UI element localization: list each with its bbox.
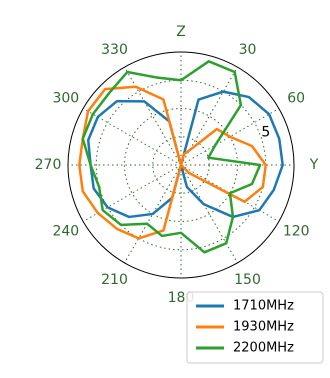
- angle-tick-label: 210: [101, 272, 128, 288]
- angle-tick-label: Z: [176, 24, 186, 40]
- series-line-2200mhz: [81, 60, 262, 254]
- legend-label: 1930MHz: [233, 320, 294, 335]
- legend-label: 1710MHz: [233, 299, 294, 314]
- series-line-1930mhz: [78, 85, 267, 240]
- angle-tick-label: 330: [101, 42, 128, 58]
- radial-grid-circle: [124, 108, 238, 222]
- polar-frame: [67, 51, 295, 279]
- legend: 1710MHz 1930MHz 2200MHz: [186, 291, 324, 364]
- legend-entries: 1710MHz 1930MHz 2200MHz: [196, 299, 294, 356]
- angular-grid-line: [124, 66, 182, 166]
- legend-label: 2200MHz: [233, 341, 294, 356]
- angle-tick-label: 300: [52, 91, 79, 107]
- angle-tick-label: 150: [234, 272, 261, 288]
- radial-tick-label: 5: [261, 125, 270, 141]
- series-lines: [78, 60, 284, 254]
- legend-box: [186, 291, 324, 364]
- angle-tick-label: 30: [239, 42, 257, 58]
- angular-grid-line: [180, 164, 238, 264]
- angular-grid-line: [82, 164, 182, 222]
- angular-grid-line: [82, 108, 182, 166]
- legend-entry-1710mhz: 1710MHz: [196, 299, 294, 314]
- angle-tick-label: 240: [52, 224, 79, 240]
- angular-grid-line: [180, 108, 280, 166]
- radial-tick-labels: 5: [261, 125, 270, 141]
- angle-tick-label: 270: [35, 157, 62, 173]
- angle-tick-label: Y: [309, 157, 319, 173]
- legend-entry-2200mhz: 2200MHz: [196, 341, 294, 356]
- angle-tick-label: 120: [283, 224, 310, 240]
- legend-entry-1930mhz: 1930MHz: [196, 320, 294, 335]
- angular-grid-line: [124, 164, 182, 264]
- angle-tick-label: 60: [287, 91, 305, 107]
- angular-grid-line: [180, 164, 280, 222]
